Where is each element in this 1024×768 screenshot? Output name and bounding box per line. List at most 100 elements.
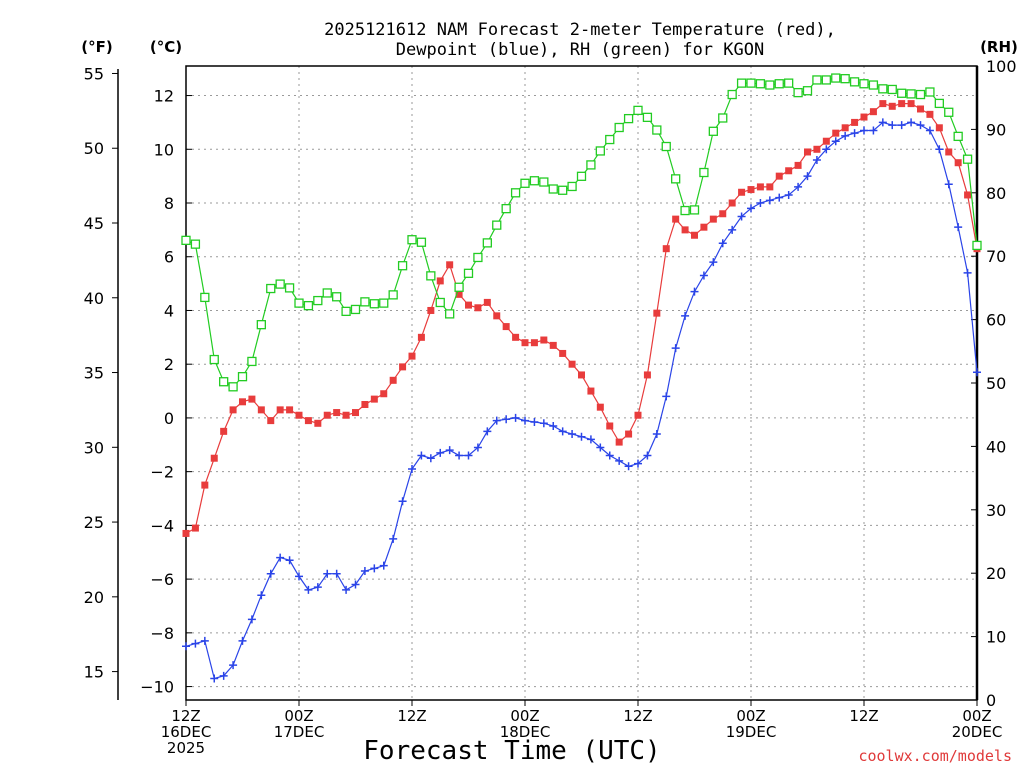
temperature-point — [295, 411, 303, 419]
dewpoint-point — [897, 121, 906, 130]
temperature-point — [239, 398, 246, 406]
x-tick-label: 12Z — [397, 707, 426, 725]
temperature-point — [888, 102, 896, 110]
dewpoint-point — [182, 642, 190, 651]
dewpoint-point — [210, 674, 219, 683]
rh-point — [708, 126, 718, 136]
dewpoint-point — [916, 121, 925, 130]
rh-point — [849, 77, 860, 87]
celsius-tick-label: 12 — [154, 87, 174, 106]
rh-point — [953, 131, 963, 142]
temperature-point — [747, 186, 755, 194]
rh-point — [209, 354, 219, 365]
axes — [117, 65, 979, 701]
dewpoint-point — [652, 430, 661, 439]
dewpoint-point — [445, 446, 454, 455]
rh-point — [755, 79, 766, 89]
x-tick-label: 00Z — [284, 707, 313, 725]
x-tick-label: 20DEC — [952, 723, 1003, 741]
temperature-point — [643, 371, 651, 379]
dewpoint-point — [794, 182, 803, 191]
rh-point — [878, 84, 888, 94]
temperature-point — [785, 167, 793, 175]
temperature-point — [719, 210, 727, 218]
temperature-point — [615, 438, 623, 446]
rh-point — [548, 184, 558, 194]
dewpoint-point — [624, 462, 633, 471]
dewpoint-point — [313, 583, 322, 592]
rh-point — [925, 87, 935, 97]
dewpoint-point — [765, 196, 774, 205]
rh-point — [586, 160, 596, 170]
temperature-point — [210, 454, 218, 462]
celsius-tick-label: 0 — [164, 409, 174, 428]
x-tick-label: 12Z — [623, 707, 652, 725]
rh-tick-label: 60 — [986, 311, 1006, 330]
rh-point — [595, 146, 605, 156]
temperature-point — [756, 183, 764, 191]
rh-point — [529, 176, 540, 186]
rh-point — [623, 113, 634, 124]
dewpoint-point — [304, 585, 313, 594]
series-rh — [181, 73, 982, 392]
temperature-point — [389, 376, 397, 384]
rh-point — [906, 89, 916, 99]
fahrenheit-axis-unit: (°F) — [81, 38, 112, 56]
dewpoint-point — [681, 311, 690, 320]
rh-point — [558, 185, 568, 195]
rh-point — [614, 122, 624, 133]
dewpoint-point — [389, 534, 398, 543]
rh-point — [944, 107, 954, 117]
rh-point — [633, 105, 643, 116]
temperature-point — [323, 411, 331, 419]
temperature-point — [248, 395, 256, 403]
dewpoint-point — [850, 129, 859, 138]
temperature-point — [634, 411, 642, 419]
dewpoint-point — [831, 137, 840, 146]
chart-title-line1: 2025121612 NAM Forecast 2-meter Temperat… — [324, 20, 836, 40]
temperature-point — [954, 159, 962, 167]
dewpoint-point — [502, 415, 511, 424]
rh-point — [642, 112, 653, 123]
dewpoint-point — [200, 636, 209, 645]
rh-point — [247, 356, 257, 367]
temperature-point — [766, 183, 774, 191]
rh-point — [284, 283, 295, 293]
temperature-point — [427, 306, 435, 314]
rh-point — [784, 78, 794, 88]
rh-point — [746, 78, 756, 88]
rh-point — [397, 261, 408, 271]
rh-point — [266, 283, 276, 294]
rh-point — [699, 167, 709, 178]
temperature-point — [804, 148, 811, 156]
rh-point — [313, 295, 323, 306]
rh-point — [831, 73, 841, 83]
rh-tick-label: 50 — [986, 374, 1006, 393]
temperature-point — [869, 108, 877, 116]
rh-point — [576, 171, 587, 181]
dewpoint-point — [803, 172, 812, 181]
temperature-point — [935, 124, 943, 132]
rh-point — [736, 78, 747, 88]
dewpoint-point — [643, 451, 652, 460]
temperature-point — [276, 406, 284, 414]
tick-labels: −10−8−6−4−202468101215202530354045505501… — [84, 57, 1017, 757]
dewpoint-point — [718, 239, 727, 248]
temperature-point — [267, 417, 275, 425]
fahrenheit-tick-label: 40 — [84, 289, 104, 308]
rh-tick-label: 10 — [986, 628, 1006, 647]
rh-point — [652, 125, 662, 135]
temperature-point — [380, 390, 388, 398]
dewpoint-point — [408, 464, 416, 473]
rh-point — [190, 239, 201, 249]
temperature-point — [917, 105, 924, 113]
temperature-point — [568, 360, 576, 368]
dewpoint-point — [511, 413, 520, 422]
series-line — [185, 102, 978, 534]
temperature-point — [361, 400, 369, 408]
x-tick-label: 19DEC — [726, 723, 777, 741]
celsius-tick-label: 4 — [164, 301, 174, 320]
dewpoint-point — [464, 451, 473, 460]
dewpoint-point — [878, 118, 887, 127]
dewpoint-point — [935, 145, 944, 154]
